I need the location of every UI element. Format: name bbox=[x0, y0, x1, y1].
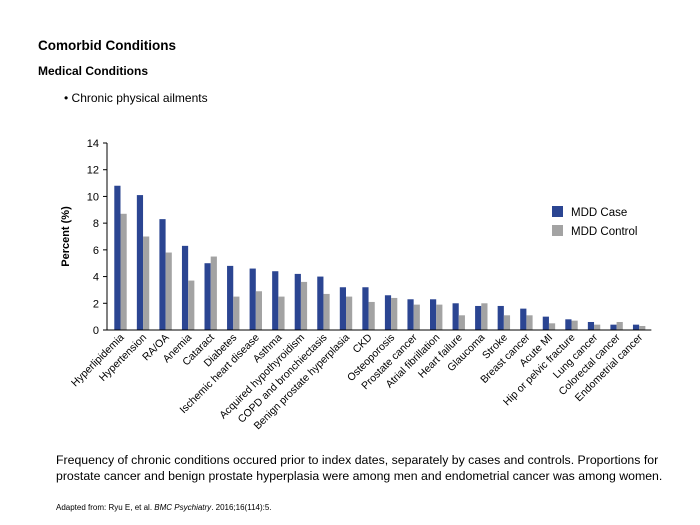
y-tick-label: 4 bbox=[93, 272, 99, 284]
legend-label: MDD Control bbox=[571, 226, 637, 238]
source-prefix: Adapted from: Ryu E, et al. bbox=[56, 503, 155, 512]
bar-case bbox=[565, 319, 572, 330]
bullet-point: • Chronic physical ailments bbox=[64, 91, 208, 105]
bar-control bbox=[255, 291, 262, 330]
bar-case bbox=[181, 245, 189, 330]
y-tick-label: 10 bbox=[87, 191, 99, 203]
source-citation: Adapted from: Ryu E, et al. BMC Psychiat… bbox=[56, 503, 272, 512]
bar-case bbox=[497, 305, 504, 330]
bar-control bbox=[143, 236, 150, 330]
y-tick-label: 12 bbox=[87, 165, 99, 177]
bar-control bbox=[503, 315, 511, 330]
bar-case bbox=[407, 299, 414, 330]
y-tick-label: 2 bbox=[93, 298, 99, 310]
bar-case bbox=[610, 324, 617, 330]
bar-control bbox=[639, 325, 646, 330]
bar-case bbox=[542, 316, 549, 330]
bar-case bbox=[136, 195, 144, 330]
bar-case bbox=[249, 268, 256, 330]
bar-control bbox=[210, 256, 217, 330]
y-tick-label: 8 bbox=[93, 218, 99, 230]
y-tick-label: 0 bbox=[93, 325, 99, 337]
bar-control bbox=[571, 320, 578, 330]
bar-control bbox=[368, 301, 375, 330]
bar-control bbox=[526, 315, 533, 330]
bar-case bbox=[272, 271, 279, 330]
y-tick-label: 14 bbox=[87, 138, 99, 150]
bar-case bbox=[362, 287, 369, 330]
bar-control bbox=[458, 315, 465, 330]
y-tick-label: 6 bbox=[93, 245, 99, 257]
y-axis-title: Percent (%) bbox=[60, 206, 72, 267]
bar-control bbox=[481, 303, 488, 330]
bar-case bbox=[317, 276, 324, 330]
bar-case bbox=[587, 321, 595, 330]
bar-case bbox=[520, 308, 527, 330]
figure-caption: Frequency of chronic conditions occured … bbox=[56, 453, 663, 483]
source-journal: BMC Psychiatry bbox=[154, 503, 212, 512]
bar-control bbox=[413, 304, 420, 330]
bar-case bbox=[430, 299, 437, 330]
bar-control bbox=[616, 321, 623, 330]
bar-case bbox=[339, 287, 346, 330]
legend-swatch-control bbox=[552, 225, 563, 236]
bar-control bbox=[391, 297, 398, 330]
bar-case bbox=[384, 295, 392, 330]
bar-case bbox=[475, 305, 482, 330]
page-title: Comorbid Conditions bbox=[38, 38, 176, 53]
bar-control bbox=[436, 304, 443, 330]
bar-case bbox=[452, 303, 459, 330]
bar-control bbox=[323, 293, 330, 330]
bar-control bbox=[278, 296, 285, 330]
bar-control bbox=[594, 324, 601, 330]
source-suffix: . 2016;16(114):5. bbox=[211, 503, 272, 512]
bar-case bbox=[227, 265, 234, 330]
bar-control bbox=[346, 296, 353, 330]
bar-control bbox=[548, 323, 556, 330]
bar-control bbox=[120, 213, 127, 330]
bar-control bbox=[188, 280, 195, 330]
bar-case bbox=[114, 185, 121, 330]
bar-case bbox=[294, 273, 301, 330]
legend-swatch-case bbox=[552, 206, 563, 217]
bar-control bbox=[165, 252, 172, 330]
bar-control bbox=[300, 281, 308, 330]
legend-label: MDD Case bbox=[571, 207, 627, 219]
bar-case bbox=[632, 324, 640, 330]
bar-case bbox=[204, 263, 211, 330]
bar-case bbox=[159, 219, 166, 330]
section-subtitle: Medical Conditions bbox=[38, 64, 149, 78]
bar-control bbox=[233, 296, 240, 330]
